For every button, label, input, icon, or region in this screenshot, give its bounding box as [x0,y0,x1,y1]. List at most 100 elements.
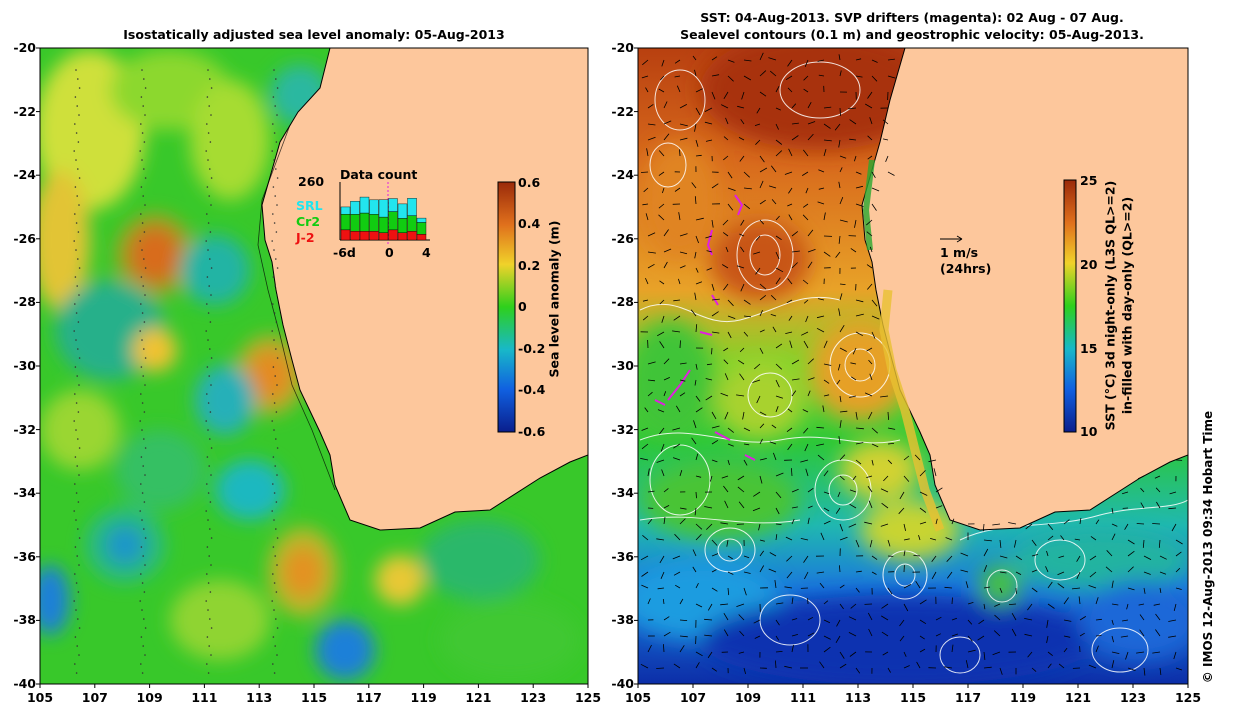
histogram-bar-j2 [416,233,427,241]
histogram-bar-j2 [378,232,389,241]
right-map-title-line1: SST: 04-Aug-2013. SVP drifters (magenta)… [700,10,1124,25]
lon-tick-label: 115 [300,690,328,705]
lon-tick-label: 117 [954,690,982,705]
lon-tick-label: 121 [1064,690,1092,705]
histogram-bar-j2 [407,231,417,241]
histogram-bar-cr2 [388,211,398,231]
lon-tick-label: 117 [355,690,382,705]
lon-tick-label: 109 [136,690,163,705]
histogram-bar-j2 [369,231,379,241]
histogram-bar-j2 [340,229,351,241]
lat-tick-label: -28 [611,294,634,310]
lat-tick-label: -20 [13,40,36,55]
lat-tick-label: -34 [13,485,36,501]
histogram-bar-cr2 [416,222,427,235]
histogram-bar-srl [388,198,398,212]
lon-tick-label: 105 [26,690,54,705]
histogram-bar-j2 [388,229,398,241]
histogram-bar-cr2 [378,216,389,233]
lon-tick-label: 111 [191,690,218,705]
inset-legend-cr2: Cr2 [296,214,321,229]
lat-tick-label: -24 [13,167,36,183]
sla-colorbar-tick-2: 0.2 [518,258,541,273]
lat-tick-label: -40 [13,676,36,691]
right-map-title-line2: Sealevel contours (0.1 m) and geostrophi… [680,27,1144,42]
sla-colorbar-tick-4: -0.2 [518,341,546,356]
inset-legend-srl: SRL [296,198,323,213]
sla-colorbar-tick-1: 0.4 [518,216,541,231]
histogram-bar-srl [416,217,427,223]
lon-tick-label: 125 [574,690,602,705]
velocity-scale-label: 1 m/s [940,245,979,260]
sst-colorbar-tick-1: 20 [1080,257,1098,272]
histogram-bar-srl [369,199,379,215]
histogram-bar-srl [397,203,408,219]
lat-tick-label: -26 [611,230,634,246]
inset-xtick-0: -6d [333,245,356,260]
lon-tick-label: 113 [246,690,273,705]
sla-colorbar-tick-6: -0.6 [518,424,546,439]
lon-tick-label: 121 [465,690,492,705]
lon-tick-label: 105 [624,690,652,705]
lon-tick-label: 109 [734,690,762,705]
histogram-bar-j2 [350,231,360,241]
histogram-bar-srl [378,199,389,218]
histogram-bar-srl [407,198,417,216]
velocity-scale-arrow [940,235,963,243]
histogram-bar-cr2 [359,212,370,232]
sst-colorbar-label-line1: SST (°C) 3d night-only (L3S QL>=2) [1102,180,1118,431]
sst-colorbar-label-line2: in-filled with day-only (QL>=2) [1119,196,1135,415]
sla-field [40,48,588,684]
histogram-bar-srl [359,196,370,214]
lat-tick-label: -38 [611,612,634,628]
lon-tick-label: 123 [520,690,547,705]
histogram-bar-cr2 [340,213,351,231]
histogram-bar-srl [340,206,351,215]
lon-tick-label: 111 [789,690,817,705]
lat-tick-label: -34 [611,485,634,501]
lat-tick-label: -28 [13,294,36,310]
histogram-bar-cr2 [397,218,408,233]
sst-colorbar-tick-3: 10 [1080,424,1098,439]
left-map-title: Isostatically adjusted sea level anomaly… [123,27,505,42]
lat-tick-label: -26 [13,230,36,246]
histogram-bar-cr2 [407,215,417,232]
histogram-bar-cr2 [369,214,379,232]
lon-tick-label: 119 [1009,690,1037,705]
lat-tick-label: -22 [13,103,36,119]
histogram-bar-cr2 [350,214,360,232]
lat-tick-label: -32 [13,421,36,437]
imos-credit: © IMOS 12-Aug-2013 09:34 Hobart Time [1201,410,1215,684]
histogram-bar-srl [350,201,360,215]
velocity-scale-sublabel: (24hrs) [940,261,992,276]
lat-tick-label: -30 [13,358,36,373]
lon-tick-label: 119 [410,690,437,705]
lat-tick-label: -24 [611,167,634,183]
inset-xtick-2: 4 [422,245,431,260]
sla-colorbar-tick-5: -0.4 [518,382,546,397]
lat-tick-label: -20 [611,40,634,55]
lon-tick-label: 115 [899,690,927,705]
geostrophic-velocity-vectors [640,52,1183,676]
histogram-bar-j2 [397,232,408,241]
lon-tick-label: 113 [844,690,872,705]
australia-landmass-right [861,48,1188,531]
lat-tick-label: -36 [611,548,634,564]
sla-colorbar-tick-0: 0.6 [518,175,541,190]
lat-tick-label: -38 [13,612,36,628]
sst-colorbar-tick-0: 25 [1080,173,1098,188]
lon-tick-label: 125 [1174,690,1202,705]
sst-field [638,48,1188,684]
lat-tick-label: -32 [611,421,634,437]
inset-xtick-1: 0 [385,245,394,260]
sla-colorbar-label: Sea level anomaly (m) [546,220,562,378]
sst-colorbar [1063,179,1077,433]
altimetry-track-dots [73,69,279,674]
inset-max-label: 260 [298,174,325,189]
sla-colorbar [497,181,516,433]
sla-colorbar-tick-3: 0 [518,299,527,314]
inset-legend-j2: J-2 [296,230,315,245]
lat-tick-label: -30 [611,358,634,373]
histogram-bar-j2 [359,231,370,241]
lon-tick-label: 123 [1119,690,1147,705]
